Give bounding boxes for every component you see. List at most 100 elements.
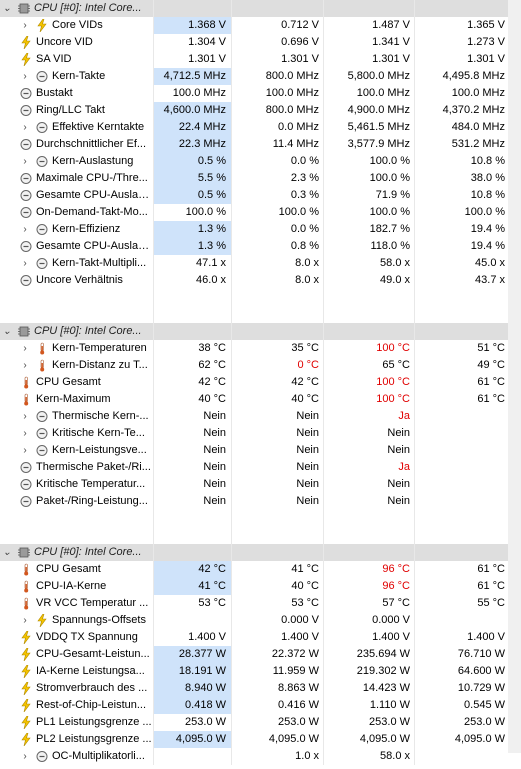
sensor-row[interactable]: › Kern-Takt-Multipli... 47.1 x 8.0 x 58.0 x 4… bbox=[0, 255, 521, 272]
sensor-row[interactable]: CPU-IA-Kerne 41 °C 40 °C 96 °C 61 °C bbox=[0, 578, 521, 595]
sensor-row[interactable]: › Kern-Takte 4,712.5 MHz 800.0 MHz 5,800.0 M… bbox=[0, 68, 521, 85]
sensor-row[interactable]: Rest-of-Chip-Leistun... 0.418 W 0.416 W 1.1… bbox=[0, 697, 521, 714]
sensor-row[interactable]: Uncore VID 1.304 V 0.696 V 1.341 V 1.273 V bbox=[0, 34, 521, 51]
value-current: 4,600.0 MHz bbox=[153, 102, 231, 119]
value-minimum: 1.400 V bbox=[281, 631, 319, 643]
sensor-row[interactable]: › Kern-Leistungsve... Nein Nein Nein bbox=[0, 442, 521, 459]
column-divider bbox=[153, 0, 154, 765]
clock-icon bbox=[20, 478, 32, 491]
sensor-row[interactable]: Gesamte CPU-Auslas... 1.3 % 0.8 % 118.0 % 19… bbox=[0, 238, 521, 255]
sensor-row[interactable]: › Spannungs-Offsets 0.000 V 0.000 V bbox=[0, 612, 521, 629]
clock-icon bbox=[36, 257, 48, 270]
value-maximum: 58.0 x bbox=[380, 750, 410, 762]
value-average: 61 °C bbox=[477, 563, 505, 575]
value-maximum: 5,461.5 MHz bbox=[347, 121, 410, 133]
chevron-right-icon[interactable]: › bbox=[23, 156, 27, 167]
sensor-row[interactable]: VR VCC Temperatur ... 53 °C 53 °C 57 °C 55 °… bbox=[0, 595, 521, 612]
sensor-row[interactable]: CPU-Gesamt-Leistun... 28.377 W 22.372 W 235… bbox=[0, 646, 521, 663]
value-average: 45.0 x bbox=[475, 257, 505, 269]
sensor-label: PL1 Leistungsgrenze ... bbox=[36, 716, 152, 728]
chevron-right-icon[interactable]: › bbox=[23, 445, 27, 456]
vertical-scrollbar[interactable] bbox=[508, 0, 521, 753]
chevron-right-icon[interactable]: › bbox=[23, 258, 27, 269]
value-maximum: 14.423 W bbox=[362, 682, 410, 694]
sensor-row[interactable]: PL1 Leistungsgrenze ... 253.0 W 253.0 W 253… bbox=[0, 714, 521, 731]
value-maximum: 3,577.9 MHz bbox=[347, 138, 410, 150]
chevron-right-icon[interactable]: › bbox=[23, 751, 27, 762]
sensor-row[interactable]: › Kritische Kern-Te... Nein Nein Nein bbox=[0, 425, 521, 442]
clock-icon bbox=[20, 189, 32, 202]
chevron-right-icon[interactable]: › bbox=[23, 360, 27, 371]
thermometer-icon bbox=[20, 393, 32, 406]
lightning-icon bbox=[36, 613, 48, 628]
sensor-row[interactable]: CPU Gesamt 42 °C 41 °C 96 °C 61 °C bbox=[0, 561, 521, 578]
value-minimum: 0.000 V bbox=[281, 614, 319, 626]
value-current: 53 °C bbox=[198, 597, 226, 609]
chevron-right-icon[interactable]: › bbox=[23, 20, 27, 31]
section-header[interactable]: ⌄ CPU [#0]: Intel Core... bbox=[0, 544, 521, 561]
sensor-row[interactable]: On-Demand-Takt-Mo... 100.0 % 100.0 % 100.0 … bbox=[0, 204, 521, 221]
chevron-right-icon[interactable]: › bbox=[23, 615, 27, 626]
sensor-row[interactable]: CPU Gesamt 42 °C 42 °C 100 °C 61 °C bbox=[0, 374, 521, 391]
chevron-right-icon[interactable]: › bbox=[23, 428, 27, 439]
sensor-label: Stromverbrauch des ... bbox=[36, 682, 148, 694]
clock-icon bbox=[36, 427, 48, 440]
sensor-row[interactable]: Durchschnittlicher Ef... 22.3 MHz 11.4 MHz… bbox=[0, 136, 521, 153]
sensor-label: Spannungs-Offsets bbox=[52, 614, 146, 626]
sensor-row[interactable]: › Thermische Kern-... Nein Nein Ja bbox=[0, 408, 521, 425]
lightning-icon bbox=[20, 664, 32, 679]
chevron-down-icon[interactable]: ⌄ bbox=[2, 547, 12, 558]
sensor-row[interactable]: Thermische Paket-/Ri... Nein Nein Ja bbox=[0, 459, 521, 476]
value-maximum: 49.0 x bbox=[380, 274, 410, 286]
clock-icon bbox=[36, 223, 48, 236]
sensor-label: Rest-of-Chip-Leistun... bbox=[36, 699, 147, 711]
sensor-row[interactable]: PL2 Leistungsgrenze ... 4,095.0 W 4,095.0 … bbox=[0, 731, 521, 748]
value-average bbox=[414, 442, 507, 459]
chevron-down-icon[interactable]: ⌄ bbox=[2, 326, 12, 337]
sensor-row[interactable]: IA-Kerne Leistungsa... 18.191 W 11.959 W 21… bbox=[0, 663, 521, 680]
sensor-row[interactable]: › Core VIDs 1.368 V 0.712 V 1.487 V 1.365 V bbox=[0, 17, 521, 34]
value-average: 76.710 W bbox=[457, 648, 505, 660]
sensor-row[interactable]: Maximale CPU-/Thre... 5.5 % 2.3 % 100.0 % 38… bbox=[0, 170, 521, 187]
sensor-label: VR VCC Temperatur ... bbox=[36, 597, 149, 609]
value-average: 100.0 % bbox=[464, 206, 505, 218]
sensor-label: Kritische Kern-Te... bbox=[52, 427, 145, 439]
sensor-label: Kern-Leistungsve... bbox=[52, 444, 147, 456]
sensor-row[interactable]: Uncore Verhältnis 46.0 x 8.0 x 49.0 x 43.7 x bbox=[0, 272, 521, 289]
sensor-row[interactable]: Kritische Temperatur... Nein Nein Nein bbox=[0, 476, 521, 493]
sensor-row[interactable]: › Kern-Effizienz 1.3 % 0.0 % 182.7 % 19.4 % bbox=[0, 221, 521, 238]
value-average: 10.8 % bbox=[470, 155, 505, 167]
section-header[interactable]: ⌄ CPU [#0]: Intel Core... bbox=[0, 323, 521, 340]
sensor-label: Uncore Verhältnis bbox=[36, 274, 123, 286]
sensor-row[interactable]: SA VID 1.301 V 1.301 V 1.301 V 1.301 V bbox=[0, 51, 521, 68]
sensor-row[interactable]: Kern-Maximum 40 °C 40 °C 100 °C 61 °C bbox=[0, 391, 521, 408]
section-header[interactable]: ⌄ CPU [#0]: Intel Core... bbox=[0, 0, 521, 17]
chevron-right-icon[interactable]: › bbox=[23, 122, 27, 133]
value-maximum: 65 °C bbox=[382, 359, 410, 371]
sensor-row[interactable]: › OC-Multiplikatorli... 1.0 x 58.0 x bbox=[0, 748, 521, 765]
chevron-right-icon[interactable]: › bbox=[23, 224, 27, 235]
value-maximum: 1.400 V bbox=[372, 631, 410, 643]
sensor-row[interactable]: Paket-/Ring-Leistung... Nein Nein Nein bbox=[0, 493, 521, 510]
value-average: 49 °C bbox=[477, 359, 505, 371]
chevron-down-icon[interactable]: ⌄ bbox=[2, 3, 12, 14]
sensor-row[interactable]: Ring/LLC Takt 4,600.0 MHz 800.0 MHz 4,900.0… bbox=[0, 102, 521, 119]
value-average: 4,495.8 MHz bbox=[442, 70, 505, 82]
chevron-right-icon[interactable]: › bbox=[23, 411, 27, 422]
sensor-row[interactable]: Bustakt 100.0 MHz 100.0 MHz 100.0 MHz 100.0 … bbox=[0, 85, 521, 102]
sensor-row[interactable]: Gesamte CPU-Auslas... 0.5 % 0.3 % 71.9 % 10.… bbox=[0, 187, 521, 204]
sensor-label: Uncore VID bbox=[36, 36, 93, 48]
sensor-row[interactable]: › Effektive Kerntakte 22.4 MHz 0.0 MHz 5,461… bbox=[0, 119, 521, 136]
sensor-row[interactable]: › Kern-Auslastung 0.5 % 0.0 % 100.0 % 10.8 % bbox=[0, 153, 521, 170]
sensor-row[interactable]: › Kern-Temperaturen 38 °C 35 °C 100 °C 51 °C bbox=[0, 340, 521, 357]
sensor-row[interactable]: › Kern-Distanz zu T... 62 °C 0 °C 65 °C 49 °C bbox=[0, 357, 521, 374]
chevron-right-icon[interactable]: › bbox=[23, 71, 27, 82]
value-current: Nein bbox=[203, 478, 226, 490]
sensor-row[interactable]: VDDQ TX Spannung 1.400 V 1.400 V 1.400 V 1.4… bbox=[0, 629, 521, 646]
chevron-right-icon[interactable]: › bbox=[23, 343, 27, 354]
value-current: 1.304 V bbox=[188, 36, 226, 48]
sensor-row[interactable]: Stromverbrauch des ... 8.940 W 8.863 W 14.4… bbox=[0, 680, 521, 697]
value-minimum: Nein bbox=[296, 461, 319, 473]
clock-icon bbox=[20, 461, 32, 474]
value-average bbox=[414, 748, 507, 765]
